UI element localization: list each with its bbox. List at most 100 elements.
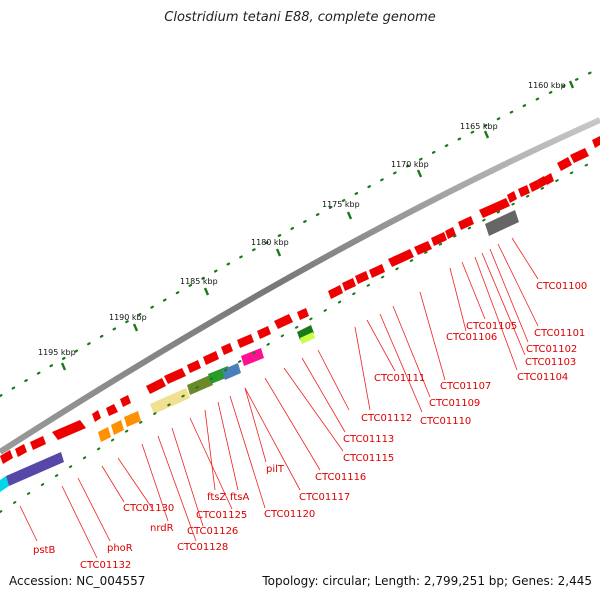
gene-block-lime bbox=[300, 332, 315, 344]
scale-tick bbox=[203, 287, 210, 296]
gene-feature bbox=[592, 136, 600, 148]
gene-label: CTC01107 bbox=[440, 381, 491, 392]
gene-block-darkgreen bbox=[297, 325, 314, 340]
gene-label: CTC01116 bbox=[315, 472, 366, 483]
accession-footer: Accession: NC_004557 bbox=[9, 574, 146, 588]
gene-block-orange bbox=[124, 411, 141, 427]
scale-label: 1185 kbp bbox=[180, 277, 218, 286]
gene-feature bbox=[388, 249, 414, 267]
scale-label: 1175 kbp bbox=[322, 200, 360, 209]
gene-feature bbox=[544, 173, 554, 185]
gene-feature bbox=[274, 314, 293, 329]
leader-line bbox=[449, 267, 467, 332]
gene-label: CTC01104 bbox=[517, 372, 568, 383]
gene-block-steelblue bbox=[222, 363, 241, 380]
gene-label: CTC01125 bbox=[196, 510, 247, 521]
gene-block-magenta bbox=[241, 348, 264, 366]
scale-tick bbox=[483, 130, 490, 139]
leader-line bbox=[354, 326, 371, 411]
scale-label: 1190 kbp bbox=[109, 313, 147, 322]
gene-label: CTC01102 bbox=[526, 344, 577, 355]
gene-feature bbox=[187, 360, 201, 373]
gene-labels: CTC01100 CTC01101 CTC01102 CTC01103 CTC0… bbox=[33, 281, 587, 571]
leader-line bbox=[283, 367, 344, 452]
gene-feature bbox=[557, 157, 572, 171]
gene-feature bbox=[92, 410, 101, 422]
leader-line bbox=[244, 387, 267, 463]
outer-scale-ring bbox=[0, 66, 600, 398]
leader-line bbox=[317, 349, 350, 411]
gene-feature bbox=[529, 180, 540, 192]
gene-label: CTC01128 bbox=[177, 542, 228, 553]
gene-label: CTC01130 bbox=[123, 503, 174, 514]
leader-line bbox=[301, 357, 346, 433]
gene-feature bbox=[570, 148, 589, 163]
gene-label: phoR bbox=[107, 543, 133, 554]
gene-block-orange bbox=[98, 427, 111, 442]
leader-line bbox=[264, 377, 321, 471]
scale-ticks bbox=[60, 80, 575, 371]
leader-line bbox=[141, 443, 169, 522]
gene-label: CTC01101 bbox=[534, 328, 585, 339]
gene-block-orange bbox=[111, 420, 124, 435]
gene-feature bbox=[221, 343, 233, 355]
scale-tick bbox=[60, 362, 67, 371]
scale-label: 1160 kbp bbox=[528, 81, 566, 90]
leader-line bbox=[379, 313, 423, 413]
leader-line bbox=[217, 401, 239, 491]
label-leader-lines bbox=[19, 237, 539, 559]
gene-feature bbox=[518, 185, 530, 197]
genome-backbone bbox=[0, 117, 600, 455]
leader-line bbox=[366, 319, 396, 372]
leader-line bbox=[481, 252, 526, 356]
scale-tick bbox=[132, 323, 139, 332]
gene-label: CTC01106 bbox=[446, 332, 497, 343]
leader-line bbox=[171, 427, 204, 527]
leader-line bbox=[204, 409, 216, 491]
leader-line bbox=[61, 485, 98, 559]
gene-block-purple bbox=[6, 452, 64, 486]
gene-feature bbox=[0, 450, 13, 464]
leader-line bbox=[77, 477, 111, 542]
leader-line bbox=[511, 237, 539, 280]
gene-label: CTC01117 bbox=[299, 492, 350, 503]
leader-line bbox=[117, 457, 153, 509]
gene-label: CTC01100 bbox=[536, 281, 587, 292]
genome-map-title: Clostridium tetani E88, complete genome bbox=[164, 10, 436, 25]
gene-label: CTC01109 bbox=[429, 398, 480, 409]
gene-feature bbox=[146, 378, 166, 394]
gene-feature bbox=[164, 368, 186, 384]
gene-feature bbox=[414, 241, 432, 255]
gene-feature bbox=[257, 326, 271, 339]
leader-line bbox=[189, 417, 233, 510]
leader-line bbox=[157, 435, 197, 542]
colored-gene-blocks bbox=[0, 210, 519, 492]
gene-label: CTC01113 bbox=[343, 434, 394, 445]
gene-feature bbox=[537, 176, 547, 188]
gene-block-cyan bbox=[0, 476, 9, 492]
leader-line bbox=[461, 261, 486, 320]
gene-feature bbox=[445, 227, 456, 239]
gene-feature bbox=[369, 264, 385, 278]
leader-line bbox=[101, 465, 125, 503]
leader-line bbox=[244, 387, 301, 491]
gene-feature bbox=[431, 232, 447, 246]
genome-summary-footer: Topology: circular; Length: 2,799,251 bp… bbox=[262, 574, 592, 588]
leader-line bbox=[497, 243, 539, 327]
gene-feature bbox=[203, 351, 219, 365]
leader-line bbox=[19, 505, 38, 542]
gene-label: CTC01115 bbox=[343, 453, 394, 464]
gene-feature bbox=[479, 198, 510, 218]
scale-labels: 1160 kbp 1165 kbp 1170 kbp 1175 kbp 1180… bbox=[38, 81, 566, 357]
gene-feature bbox=[342, 278, 356, 291]
gene-label: CTC01132 bbox=[80, 560, 131, 571]
leader-line bbox=[392, 305, 431, 398]
gene-feature bbox=[120, 395, 131, 407]
gene-feature bbox=[106, 404, 118, 416]
gene-label: CTC01103 bbox=[525, 357, 576, 368]
gene-label: CTC01126 bbox=[187, 526, 238, 537]
gene-block-khaki bbox=[150, 388, 190, 414]
scale-tick bbox=[568, 80, 575, 89]
gene-label: CTC01111 bbox=[374, 373, 425, 384]
